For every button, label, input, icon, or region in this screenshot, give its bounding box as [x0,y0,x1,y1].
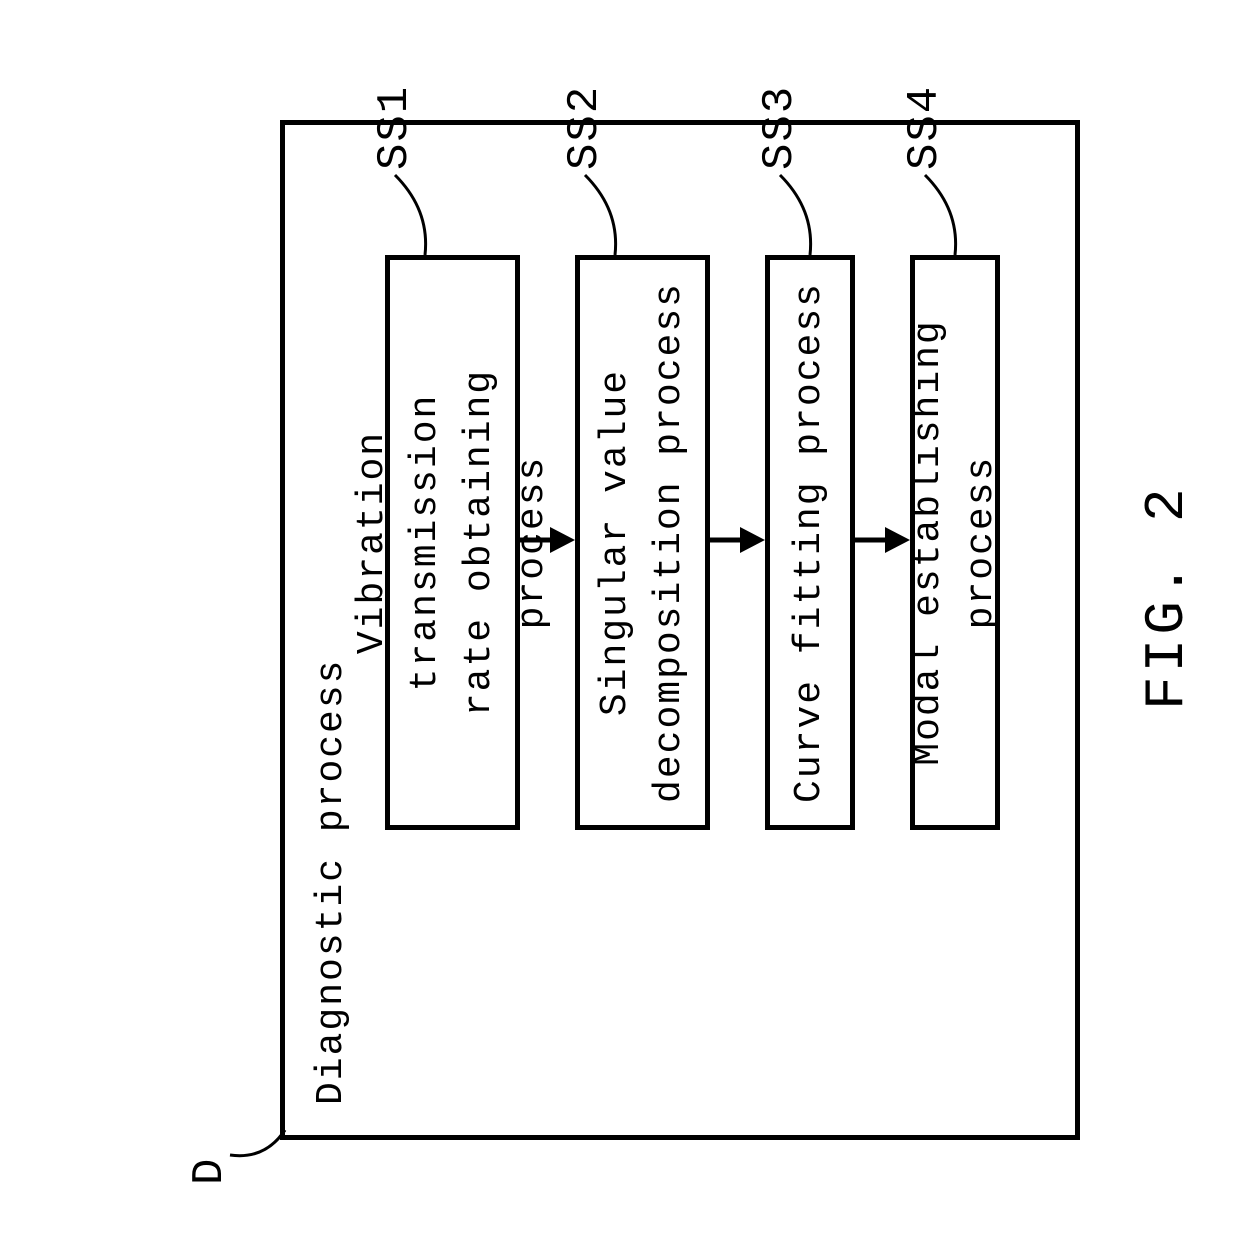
step-ss1-box: Vibration transmission rate obtaining pr… [385,255,520,830]
leader-ss4 [925,165,965,255]
arrow-ss2-ss3 [710,515,765,565]
diagnostic-process-box: Diagnostic process Vibration transmissio… [280,120,1080,1140]
step-ss3-text: Curve fitting process [783,282,836,803]
step-ss4-box: Modal establishing process [910,255,1000,830]
leader-ss3 [780,165,820,255]
container-label: D [185,1158,235,1185]
step-ss1-label: SS1 [370,85,420,170]
leader-ss1 [395,165,435,255]
step-ss2-text: Singular value decomposition process [589,282,695,803]
step-ss4-text: Modal establishing process [902,280,1008,805]
step-ss2-label: SS2 [560,85,610,170]
arrow-ss1-ss2 [520,515,575,565]
step-ss3-label: SS3 [755,85,805,170]
step-ss2-box: Singular value decomposition process [575,255,710,830]
figure-caption: FIG. 2 [1135,484,1199,710]
rotated-canvas: D Diagnostic process Vibration transmiss… [0,3,1240,1240]
step-ss3-box: Curve fitting process [765,255,855,830]
leader-ss2 [585,165,625,255]
step-ss4-label: SS4 [900,85,950,170]
